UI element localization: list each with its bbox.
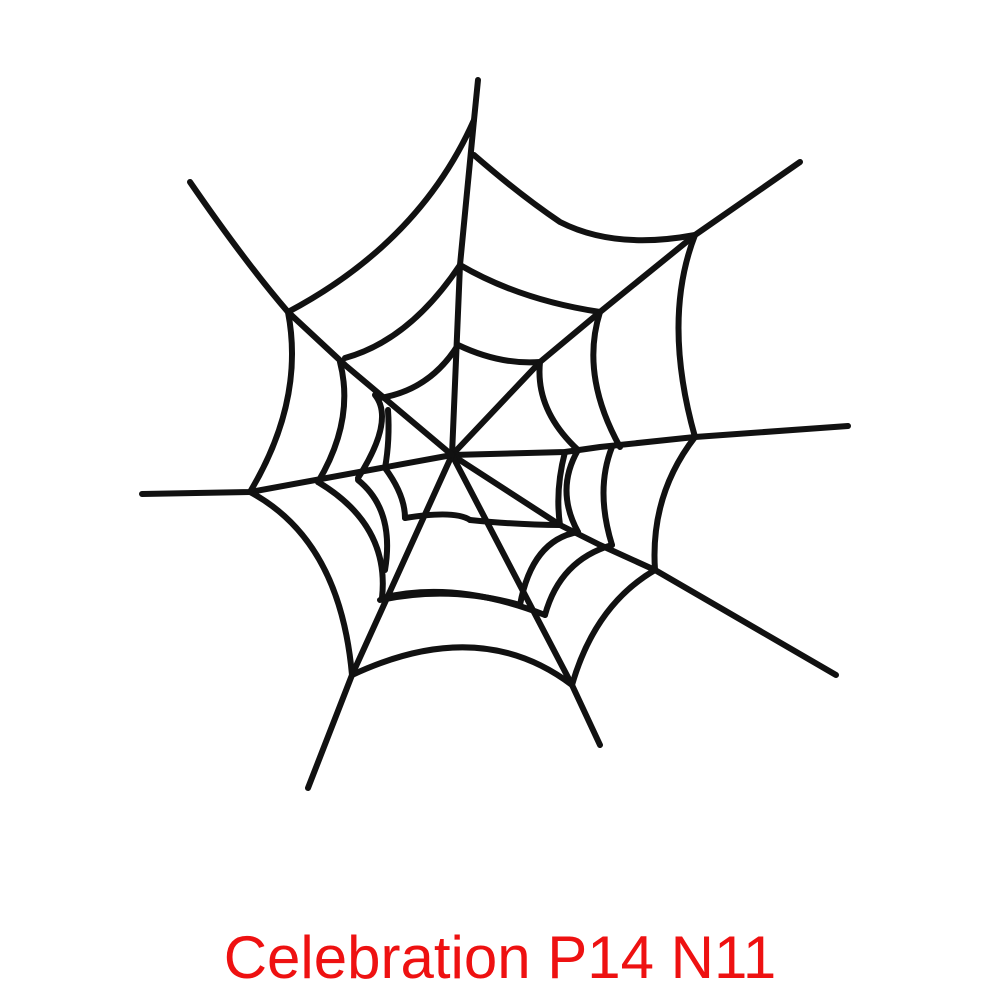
web-thread bbox=[250, 492, 352, 675]
web-thread bbox=[604, 447, 613, 545]
web-thread bbox=[385, 468, 405, 518]
web-thread bbox=[470, 520, 560, 525]
web-thread bbox=[567, 450, 579, 532]
web-spokes bbox=[142, 80, 848, 788]
web-thread bbox=[318, 362, 344, 482]
web-ring-outer bbox=[250, 120, 695, 685]
web-spoke-upper-right bbox=[452, 162, 800, 455]
web-thread bbox=[352, 647, 572, 685]
web-thread bbox=[593, 312, 620, 447]
web-thread bbox=[405, 514, 470, 520]
web-thread bbox=[539, 362, 578, 450]
web-spoke-bottom-right bbox=[452, 455, 600, 745]
web-thread bbox=[474, 155, 695, 240]
web-thread bbox=[380, 345, 458, 398]
web-thread bbox=[460, 265, 600, 312]
web-spoke-left bbox=[142, 455, 452, 494]
web-thread bbox=[679, 235, 696, 437]
caption: Celebration P14 N11 bbox=[0, 918, 1000, 998]
web-spoke-right bbox=[452, 426, 848, 455]
web-thread bbox=[345, 265, 460, 358]
web-thread bbox=[250, 312, 292, 492]
web-thread bbox=[655, 437, 696, 570]
web-thread bbox=[572, 570, 655, 685]
web-thread bbox=[458, 345, 540, 362]
web-thread bbox=[545, 545, 612, 615]
web-thread bbox=[385, 410, 389, 468]
